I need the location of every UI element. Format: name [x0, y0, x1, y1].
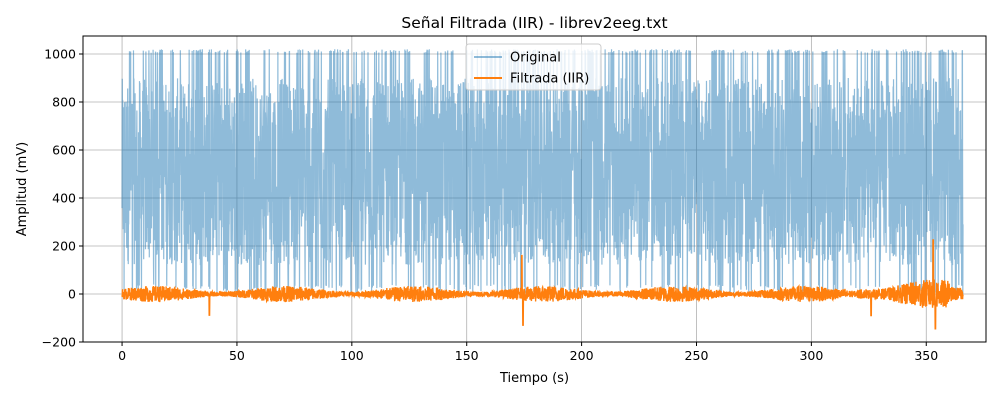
series-original-line — [121, 48, 964, 294]
y-axis: −200 0 200 400 600 800 1000 — [42, 47, 83, 350]
y-tick-label: −200 — [42, 335, 76, 350]
chart-title: Señal Filtrada (IIR) - librev2eeg.txt — [401, 14, 667, 32]
x-tick-label: 50 — [229, 348, 245, 363]
x-tick-label: 100 — [340, 348, 364, 363]
y-tick-label: 1000 — [44, 47, 76, 62]
x-tick-label: 250 — [685, 348, 709, 363]
y-tick-label: 800 — [52, 95, 76, 110]
x-tick-label: 0 — [118, 348, 126, 363]
y-tick-label: 600 — [52, 143, 76, 158]
y-tick-label: 0 — [68, 287, 76, 302]
x-tick-label: 350 — [914, 348, 938, 363]
y-axis-label: Amplitud (mV) — [15, 142, 30, 236]
x-tick-label: 150 — [455, 348, 479, 363]
x-axis: 0 50 100 150 200 250 300 350 — [118, 342, 938, 363]
plot-frame — [82, 35, 987, 343]
plot-series — [121, 48, 964, 330]
x-tick-label: 200 — [570, 348, 594, 363]
y-tick-label: 200 — [52, 239, 76, 254]
x-tick-label: 300 — [799, 348, 823, 363]
legend-entry: Filtrada (IIR) — [510, 72, 589, 87]
series-filtered-line — [121, 239, 964, 330]
legend-entry: Original — [510, 51, 561, 66]
legend: Original Filtrada (IIR) — [465, 43, 602, 91]
y-tick-label: 400 — [52, 191, 76, 206]
x-axis-label: Tiempo (s) — [499, 371, 569, 386]
